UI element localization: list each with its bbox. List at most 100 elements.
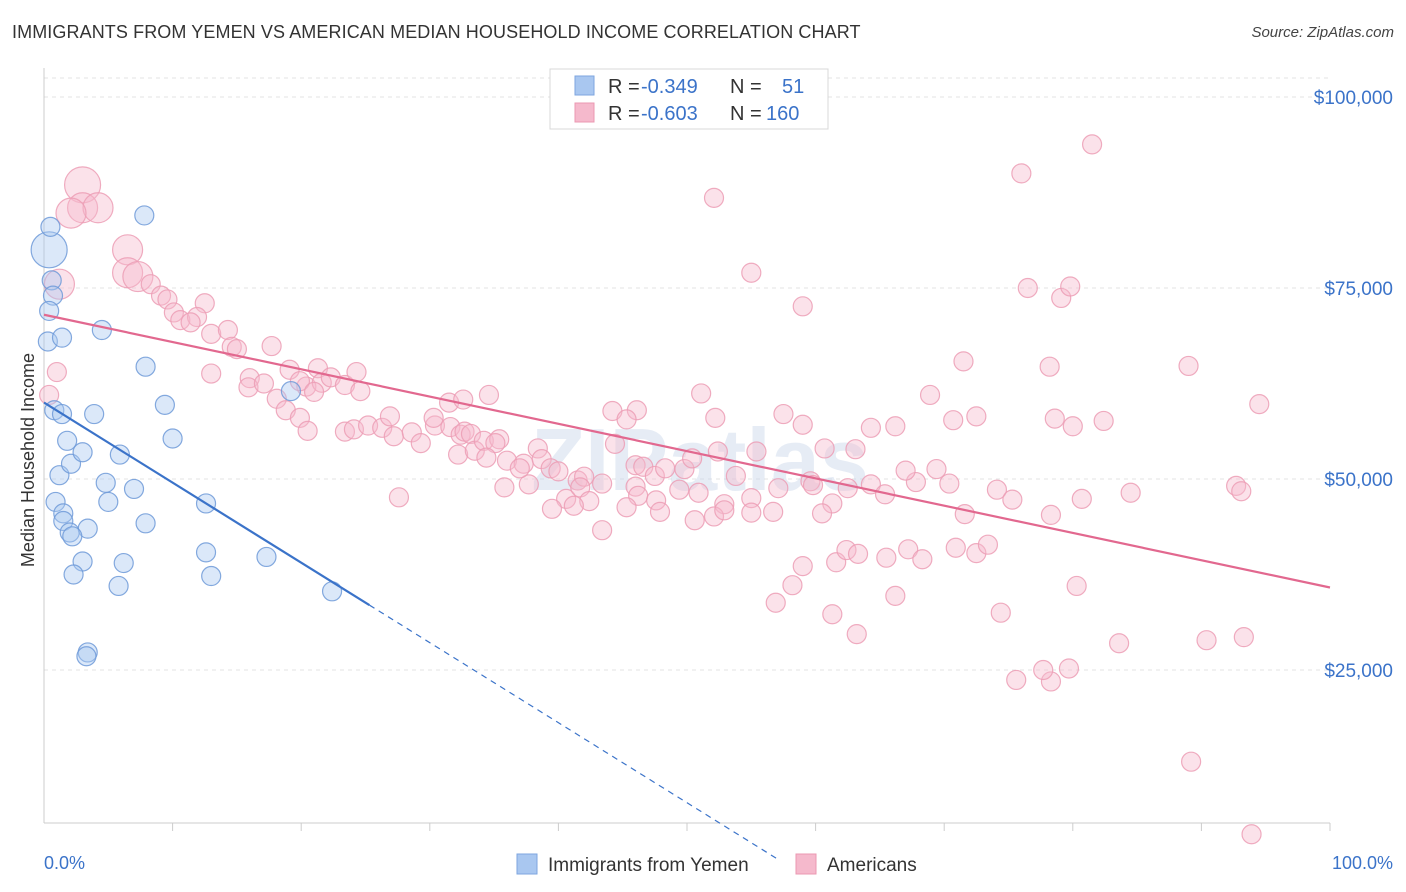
americans-point xyxy=(150,285,172,306)
bottom-legend-swatch-pink xyxy=(795,853,817,875)
y-tick-label: $100,000 xyxy=(1314,88,1393,109)
americans-point xyxy=(157,289,178,310)
americans-point xyxy=(1241,824,1262,845)
americans-point xyxy=(691,383,712,404)
americans-point xyxy=(1178,355,1199,377)
americans-point xyxy=(494,477,515,498)
americans-point xyxy=(836,539,857,561)
yemen-point xyxy=(53,510,74,532)
americans-point xyxy=(684,510,705,531)
yemen-point xyxy=(280,381,302,402)
americans-point xyxy=(847,543,869,564)
yemen-point xyxy=(76,646,97,667)
americans-point xyxy=(792,555,813,577)
americans-point xyxy=(221,336,242,357)
americans-point xyxy=(782,575,803,596)
yemen-point xyxy=(134,205,155,226)
americans-point xyxy=(746,441,767,462)
americans-point xyxy=(768,478,789,499)
americans-point xyxy=(180,312,201,333)
series-americans xyxy=(39,134,1270,845)
americans-point xyxy=(741,262,762,283)
y-tick-label: $50,000 xyxy=(1324,470,1393,491)
yemen-point xyxy=(162,428,183,449)
yemen-point xyxy=(62,526,83,547)
yemen-point xyxy=(195,542,217,563)
regression-line-blue-extension xyxy=(369,604,778,860)
americans-point xyxy=(1044,408,1065,429)
chart-title: IMMIGRANTS FROM YEMEN VS AMERICAN MEDIAN… xyxy=(12,22,861,42)
americans-point xyxy=(1039,356,1060,377)
yemen-point xyxy=(57,430,78,451)
americans-point xyxy=(837,478,858,499)
americans-point xyxy=(238,377,259,398)
yemen-point xyxy=(135,513,156,534)
americans-point xyxy=(579,491,600,512)
americans-point xyxy=(460,423,482,445)
yemen-point xyxy=(256,546,277,568)
americans-point xyxy=(649,501,671,522)
americans-point xyxy=(527,438,548,459)
bottom-legend-swatch-blue xyxy=(516,853,538,875)
regression-lines xyxy=(43,313,1331,860)
yemen-point xyxy=(95,472,116,493)
americans-point xyxy=(846,623,867,645)
americans-point xyxy=(424,415,446,436)
americans-point xyxy=(860,417,881,438)
americans-point xyxy=(1058,658,1080,679)
americans-point xyxy=(55,197,87,229)
americans-point xyxy=(765,592,786,613)
americans-point xyxy=(39,384,60,406)
americans-point xyxy=(674,458,695,480)
legend-n-value-pink: 160 xyxy=(766,103,799,125)
americans-point xyxy=(725,465,746,487)
americans-point xyxy=(1066,575,1087,597)
americans-point xyxy=(485,432,506,454)
americans-point xyxy=(556,488,577,509)
americans-point xyxy=(1231,481,1252,502)
x-tick-marks xyxy=(172,823,1331,831)
yemen-point xyxy=(41,270,62,291)
x-tick-label-min: 0.0% xyxy=(44,853,85,873)
americans-point xyxy=(489,429,510,450)
americans-point xyxy=(379,406,401,427)
americans-point xyxy=(646,490,667,511)
americans-point xyxy=(43,268,76,300)
americans-point xyxy=(895,460,916,481)
americans-point xyxy=(253,373,275,394)
americans-point xyxy=(140,274,161,295)
yemen-point xyxy=(135,356,156,377)
series-immigrants-from-yemen xyxy=(30,205,343,667)
bottom-legend-label-pink: Americans xyxy=(827,855,917,876)
americans-point xyxy=(46,361,67,383)
legend-r-label-blue: R = xyxy=(608,76,640,98)
americans-point xyxy=(814,438,835,459)
stats-legend: R = -0.349 N = 51 R = -0.603 N = 160 xyxy=(549,68,829,130)
series-legend: Immigrants from Yemen Americans xyxy=(516,853,917,876)
americans-point xyxy=(289,407,311,428)
americans-point xyxy=(876,547,897,568)
yemen-point xyxy=(123,478,145,500)
americans-point xyxy=(616,409,637,430)
americans-point xyxy=(563,495,584,516)
yemen-point xyxy=(63,564,84,585)
americans-point xyxy=(592,520,613,541)
yemen-point xyxy=(113,552,134,574)
americans-point xyxy=(763,501,784,522)
americans-point xyxy=(122,260,154,293)
americans-point xyxy=(1093,410,1114,432)
regression-line-pink xyxy=(43,313,1331,589)
yemen-point xyxy=(45,491,66,513)
source-label: Source: ZipAtlas.com xyxy=(1251,24,1394,41)
americans-point xyxy=(201,363,222,384)
americans-point xyxy=(423,407,444,428)
bottom-legend-label-blue: Immigrants from Yemen xyxy=(548,855,749,876)
americans-point xyxy=(919,384,941,406)
legend-r-value-pink: -0.603 xyxy=(641,103,698,125)
americans-point xyxy=(741,502,762,523)
americans-point xyxy=(741,488,762,509)
americans-point xyxy=(1120,482,1141,503)
legend-n-value-blue: 51 xyxy=(782,76,804,98)
americans-point xyxy=(703,506,725,527)
americans-point xyxy=(1011,163,1032,184)
